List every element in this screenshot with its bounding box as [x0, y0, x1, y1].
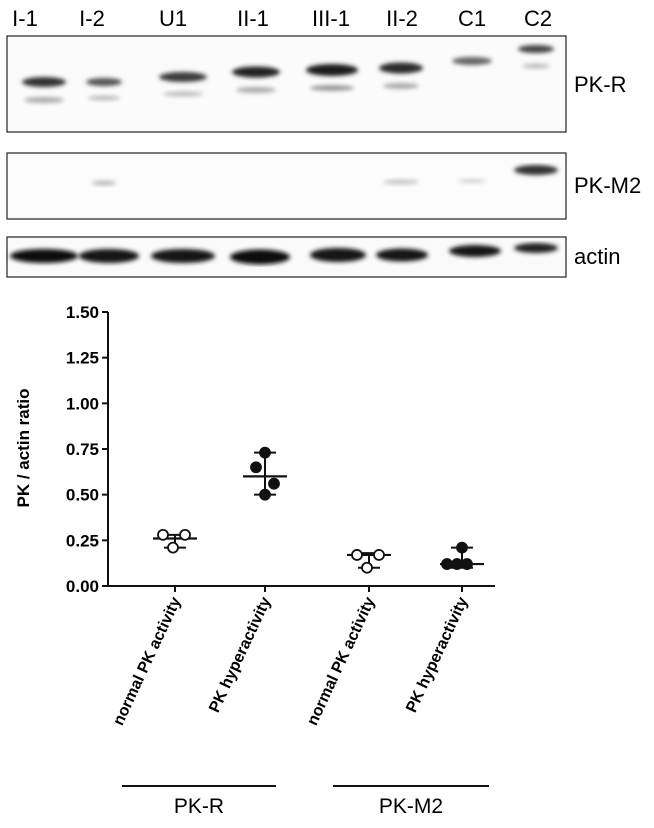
blot-label-pk-m2: PK-M2	[574, 173, 641, 198]
data-point	[268, 477, 280, 490]
data-point	[259, 488, 271, 501]
pk-r-bands	[22, 45, 554, 103]
data-point	[250, 461, 262, 474]
group-label-pk-m2: PK-M2	[379, 795, 443, 818]
band	[159, 72, 207, 82]
band	[230, 249, 290, 265]
band	[24, 97, 64, 103]
data-point	[167, 541, 179, 554]
y-tick-label: 0.75	[66, 440, 99, 459]
band	[514, 243, 558, 253]
band	[88, 95, 120, 101]
data-point	[451, 558, 463, 570]
blot-panel-pk-m2	[6, 152, 567, 220]
actin-bands	[10, 243, 558, 265]
category-label: PK hyperactivity	[206, 594, 274, 715]
data-point	[441, 558, 453, 570]
band	[452, 57, 492, 65]
y-tick-label: 0.25	[66, 531, 99, 550]
band	[86, 78, 122, 86]
blot-panel-pk-r	[6, 35, 567, 133]
data-point	[373, 549, 385, 561]
band	[232, 66, 280, 78]
lane-label: III-1	[312, 6, 350, 31]
lane-labels: I-1 I-2 U1 II-1 III-1 II-2 C1 C2	[12, 6, 552, 31]
band	[518, 45, 554, 53]
lane-label: II-2	[386, 6, 418, 31]
category-label: normal PK activity	[304, 594, 378, 728]
lane-label: U1	[159, 6, 187, 31]
band	[10, 249, 78, 263]
band	[310, 248, 366, 262]
data-point	[179, 528, 191, 541]
band	[163, 91, 203, 97]
band	[79, 249, 139, 263]
blot-label-actin: actin	[574, 244, 620, 269]
blot-label-pk-r: PK-R	[574, 72, 627, 97]
band	[236, 87, 276, 93]
band	[379, 62, 423, 74]
band	[449, 245, 501, 257]
y-tick-label: 1.50	[66, 303, 99, 322]
y-axis-label: PK / actin ratio	[14, 388, 33, 507]
category-label: PK hyperactivity	[403, 594, 471, 715]
band	[458, 179, 486, 183]
y-tick-label: 1.00	[66, 394, 99, 413]
lane-label: C1	[458, 6, 486, 31]
y-tick-label: 0.50	[66, 486, 99, 505]
data-point	[259, 446, 271, 459]
band	[522, 63, 550, 69]
band	[22, 77, 66, 87]
band	[514, 165, 558, 175]
data-point	[456, 541, 468, 554]
band	[383, 83, 419, 89]
band	[92, 180, 116, 186]
data-point	[461, 558, 473, 570]
band	[306, 64, 358, 76]
dot-plot: 0.00 0.25 0.50 0.75 1.00 1.25 1.50 normal PK ac…	[66, 303, 495, 787]
band	[376, 248, 428, 262]
data-point	[157, 528, 169, 541]
y-tick-label: 0.00	[66, 577, 99, 596]
data-point	[351, 549, 363, 561]
y-tick-label: 1.25	[66, 349, 99, 368]
lane-label: C2	[524, 6, 552, 31]
lane-label: I-2	[79, 6, 105, 31]
blot-frame-pk-m2	[6, 152, 567, 220]
data-point	[361, 561, 373, 574]
band	[151, 249, 215, 263]
band	[383, 179, 419, 185]
lane-label: I-1	[12, 6, 38, 31]
blot-panel-actin	[6, 236, 567, 278]
band	[310, 85, 354, 91]
lane-label: II-1	[237, 6, 269, 31]
category-label: normal PK activity	[110, 594, 184, 728]
pk-m2-bands	[92, 165, 558, 186]
group-label-pk-r: PK-R	[174, 795, 224, 818]
